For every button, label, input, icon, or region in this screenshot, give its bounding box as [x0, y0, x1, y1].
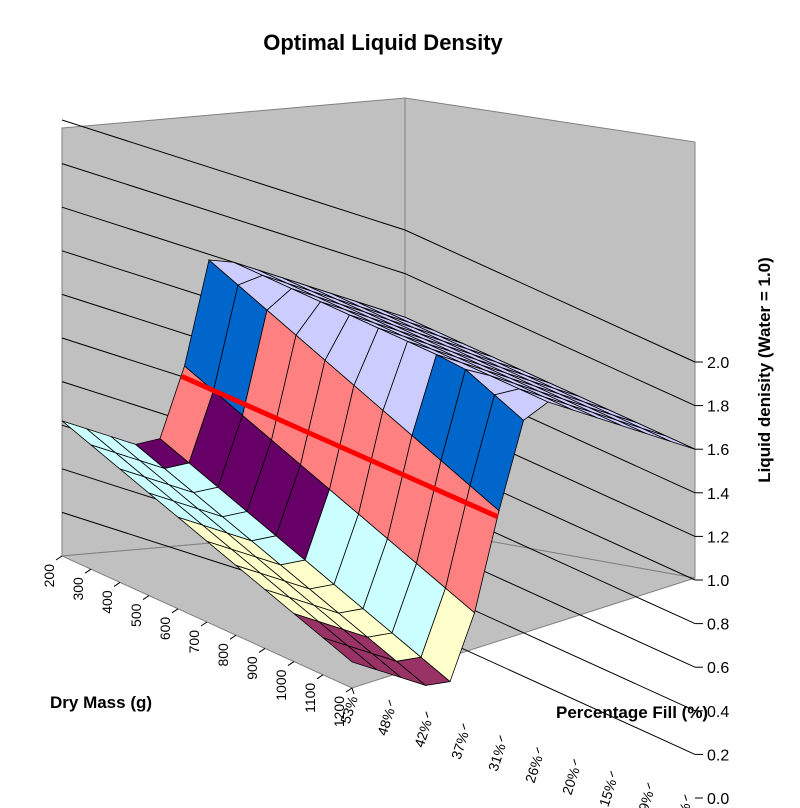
z-tick-label: 1.8: [707, 399, 729, 416]
fill-tick-mark: [684, 794, 688, 801]
dry-mass-tick-label: 300: [70, 577, 86, 601]
dry-mass-tick-label: 1200: [331, 696, 347, 727]
dry-mass-tick-mark: [287, 661, 295, 667]
fill-tick-mark: [351, 687, 355, 695]
z-axis-title: Liquid denisity (Water = 1.0): [755, 257, 774, 483]
dry-mass-tick-label: 1000: [273, 669, 289, 700]
dry-mass-tick-mark: [171, 608, 179, 614]
gridline: [61, 163, 696, 407]
fill-tick-mark: [388, 699, 392, 707]
highlight-contour: [180, 374, 499, 519]
dry-mass-tick-mark: [113, 581, 121, 587]
dry-mass-tick-mark: [229, 634, 237, 640]
fill-tick-label: 37%: [448, 730, 472, 762]
dry-mass-tick-label: 700: [186, 630, 202, 654]
dry-mass-tick-mark: [55, 555, 63, 561]
surface-cell: [322, 637, 377, 671]
fill-tick-label: 4%: [672, 801, 693, 808]
dry-mass-tick-mark: [316, 674, 324, 680]
z-tick-label: 0.6: [707, 660, 729, 677]
surface-plot: [61, 259, 696, 686]
z-tick-label: 1.6: [707, 442, 729, 459]
z-tick-label: 0.0: [707, 791, 729, 808]
z-tick-label: 1.4: [707, 486, 729, 503]
fill-tick-label: 48%: [374, 706, 398, 738]
z-tick-label: 0.4: [707, 704, 729, 721]
dry-mass-tick-label: 900: [244, 656, 260, 680]
z-tick-label: 0.2: [707, 747, 729, 764]
dry-mass-tick-mark: [142, 595, 150, 601]
gridline: [61, 119, 696, 363]
dry-mass-axis-title: Dry Mass (g): [50, 693, 152, 712]
fill-tick-label: 42%: [411, 718, 435, 750]
fill-tick-mark: [536, 747, 540, 754]
z-axis: 0.0 0.2 0.4 0.6 0.8 1.0 1.2 1.4 1.6 1.8 2.0: [695, 355, 729, 808]
fill-tick-label: 26%: [522, 753, 546, 785]
fill-tick-label: 9%: [635, 789, 656, 808]
fill-tick-label: 20%: [559, 765, 583, 797]
dry-mass-tick-mark: [258, 647, 266, 653]
dry-mass-tick-label: 400: [99, 590, 115, 614]
dry-mass-tick-label: 500: [128, 603, 144, 627]
dry-mass-tick-label: 800: [215, 643, 231, 667]
fill-tick-label: 31%: [485, 741, 509, 773]
dry-mass-tick-mark: [345, 687, 353, 693]
dry-mass-tick-label: 1100: [302, 683, 318, 713]
chart-title: Optimal Liquid Density: [263, 30, 503, 55]
z-tick-label: 2.0: [707, 355, 729, 372]
fill-tick-mark: [573, 758, 577, 766]
dry-mass-tick-label: 600: [157, 617, 173, 641]
fill-axis-title: Percentage Fill (%): [556, 703, 708, 722]
fill-tick-mark: [462, 723, 466, 730]
z-tick-label: 1.2: [707, 529, 729, 546]
dry-mass-tick-mark: [84, 568, 92, 574]
fill-tick-mark: [425, 711, 429, 718]
fill-tick-label: 15%: [596, 777, 620, 808]
dry-mass-tick-label: 200: [41, 564, 57, 588]
z-tick-label: 0.8: [707, 617, 729, 634]
fill-tick-mark: [610, 770, 614, 778]
dry-mass-axis: 200 300 400 500 600 700 800 900 1000 1100 1200: [41, 555, 353, 727]
z-tick-label: 1.0: [707, 573, 729, 590]
fill-tick-mark: [499, 735, 503, 742]
dry-mass-tick-mark: [200, 621, 208, 627]
fill-axis: 53%48%42%37%31%26%20%15%9%4%: [337, 687, 694, 808]
fill-tick-mark: [647, 782, 651, 790]
